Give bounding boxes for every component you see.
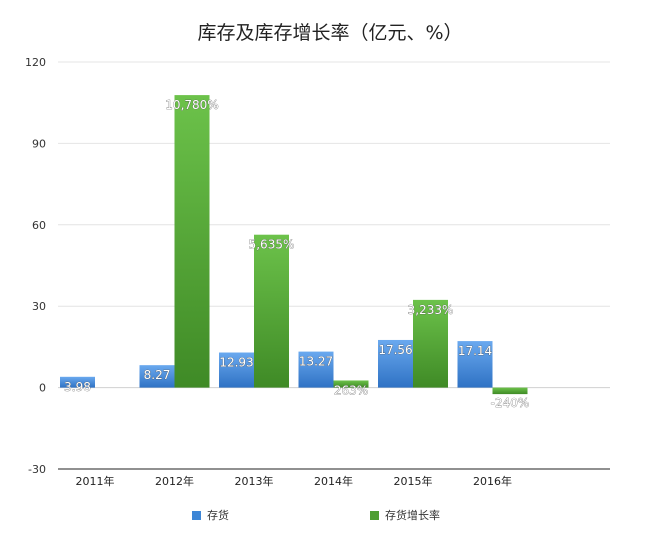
- y-tick-label: 60: [32, 219, 46, 232]
- inventory-data-label: 13.27: [299, 355, 333, 369]
- inventory-data-label: 8.27: [144, 368, 171, 382]
- x-tick-label: 2012年: [155, 474, 194, 488]
- x-tick-label: 2014年: [314, 474, 353, 488]
- inventory-bar: [139, 365, 175, 388]
- y-tick-label: 120: [25, 56, 46, 69]
- inventory-growth-data-label: 10,780%: [165, 98, 218, 112]
- inventory-bar: [298, 351, 334, 388]
- x-tick-label: 2016年: [473, 474, 512, 488]
- inventory-growth-bar: [492, 387, 528, 395]
- inventory-bar: [60, 376, 95, 388]
- legend-swatch-inventory: [192, 510, 201, 520]
- inventory-data-label: 17.14: [458, 344, 492, 358]
- inventory-bar: [378, 339, 413, 388]
- y-tick-label: 30: [32, 300, 46, 313]
- legend-swatch-inventory-growth: [370, 510, 379, 520]
- inventory-growth-data-label: 263%: [334, 383, 368, 397]
- chart-title: 库存及库存增长率（亿元、%）: [197, 22, 463, 44]
- inventory-growth-bar: [174, 95, 210, 388]
- x-tick-label: 2011年: [76, 474, 115, 488]
- legend-item-inventory-growth: 存货增长率: [370, 507, 440, 523]
- inventory-bar: [219, 352, 254, 388]
- inventory-data-label: 3.98: [64, 380, 91, 394]
- x-tick-label: 2013年: [235, 474, 274, 488]
- legend-label-inventory: 存货: [207, 509, 229, 522]
- inventory-growth-bar: [254, 234, 289, 388]
- inventory-growth-data-label: 3,233%: [408, 303, 454, 317]
- inventory-growth-bar: [413, 299, 448, 388]
- inventory-growth-bar: [333, 380, 369, 388]
- inventory-bar: [457, 341, 493, 388]
- legend-label-inventory-growth: 存货增长率: [385, 509, 440, 522]
- legend-item-inventory: 存货: [192, 507, 229, 523]
- y-tick-label: 0: [39, 382, 46, 395]
- inventory-data-label: 12.93: [219, 356, 253, 370]
- y-tick-label: -30: [28, 463, 46, 476]
- inventory-growth-data-label: 5,635%: [249, 238, 295, 252]
- x-tick-label: 2015年: [394, 474, 433, 488]
- inventory-growth-data-label: -240%: [491, 396, 530, 410]
- y-tick-label: 90: [32, 137, 46, 150]
- inventory-data-label: 17.56: [378, 343, 412, 357]
